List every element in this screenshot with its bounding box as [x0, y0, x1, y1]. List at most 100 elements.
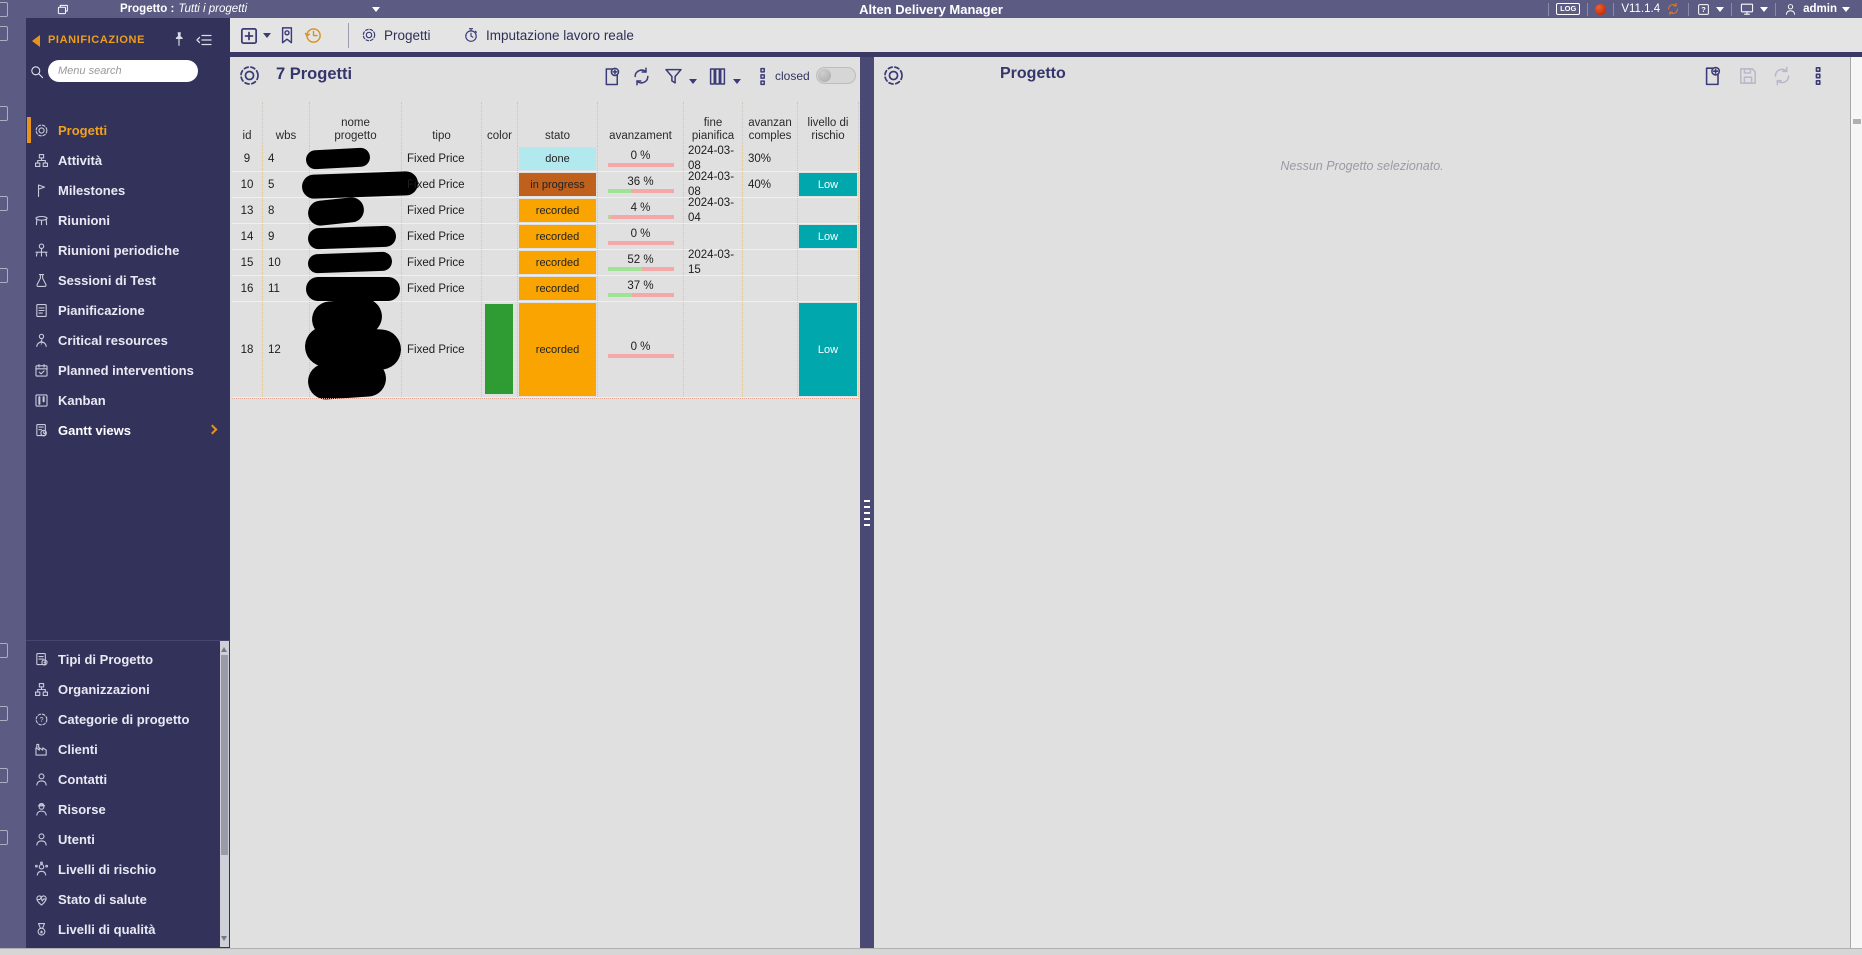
table-row[interactable]: 16 11 Fixed Price recorded 37 % — [232, 276, 859, 302]
cell-stato: done — [518, 146, 598, 171]
critical-resource-icon — [33, 332, 50, 349]
bookmark-icon[interactable] — [276, 24, 298, 46]
history-clock-icon[interactable] — [302, 24, 324, 46]
sidebar: PIANIFICAZIONE Progetti Attività Milesto… — [26, 18, 230, 948]
filter-caret-icon[interactable] — [689, 79, 697, 88]
new-window-icon[interactable] — [55, 0, 70, 18]
add-new-button[interactable] — [238, 25, 260, 47]
add-record-icon[interactable] — [1700, 64, 1724, 88]
closed-toggle[interactable] — [816, 67, 856, 84]
refresh-icon[interactable] — [1770, 64, 1794, 88]
sidebar-item-utenti[interactable]: Utenti — [26, 824, 230, 854]
add-record-icon[interactable] — [600, 65, 623, 88]
scroll-up-arrow[interactable] — [221, 644, 227, 652]
sidebar-item-livelli-di-rischio[interactable]: Livelli di rischio — [26, 854, 230, 884]
sidebar-item-categorie-di-progetto[interactable]: Categorie di progetto — [26, 704, 230, 734]
columns-caret-icon[interactable] — [733, 79, 741, 88]
sidebar-item-progetti[interactable]: Progetti — [26, 115, 230, 145]
cell-color — [482, 250, 518, 275]
menu-search-input[interactable] — [48, 60, 198, 82]
column-header-avanzamento[interactable]: avanzament — [598, 102, 684, 146]
column-header-avanzamento-complessivo[interactable]: avanzan comples — [743, 102, 798, 146]
cell-nome-progetto — [306, 196, 402, 227]
hierarchy-icon — [33, 152, 50, 169]
sidebar-item-risorse[interactable]: Risorse — [26, 794, 230, 824]
cell-fine-pianificata — [684, 302, 743, 397]
display-menu-button[interactable] — [1739, 1, 1769, 17]
cell-tipo: Fixed Price — [402, 146, 482, 171]
column-header-tipo[interactable]: tipo — [402, 102, 482, 146]
cell-stato: recorded — [518, 276, 598, 301]
cell-avanzamento: 36 % — [598, 172, 684, 197]
toolbar-divider — [348, 23, 349, 48]
project-scope-caret-icon[interactable] — [372, 0, 380, 18]
table-row[interactable]: 9 4 Fixed Price done 0 % 2024-03-08 30% — [232, 145, 859, 172]
vertical-scrollbar[interactable] — [1850, 57, 1862, 948]
sidebar-item-gantt-views[interactable]: Gantt views — [26, 415, 230, 445]
sidebar-item-attivita[interactable]: Attività — [26, 145, 230, 175]
scrollbar-thumb[interactable] — [1853, 119, 1861, 124]
sidebar-item-kanban[interactable]: Kanban — [26, 385, 230, 415]
column-header-fine-pianificata[interactable]: fine pianifica — [684, 102, 743, 146]
column-header-nome-progetto[interactable]: nome progetto — [310, 102, 402, 146]
detail-panel-title: Progetto — [1000, 65, 1066, 82]
separator — [1775, 2, 1777, 16]
column-header-color[interactable]: color — [482, 102, 518, 146]
column-header-id[interactable]: id — [232, 102, 263, 146]
help-button[interactable] — [1696, 2, 1725, 17]
cell-color — [482, 198, 518, 223]
main-toolbar: Progetti Imputazione lavoro reale — [230, 18, 1862, 52]
table-row[interactable]: 15 10 Fixed Price recorded 52 % 2024-03-… — [232, 249, 859, 276]
cell-avanzamento: 4 % — [598, 198, 684, 223]
cell-nome-progetto — [304, 297, 402, 401]
tab-progetti[interactable]: Progetti — [360, 18, 431, 52]
sidebar-item-planned-interventions[interactable]: Planned interventions — [26, 355, 230, 385]
sidebar-scrollbar[interactable] — [220, 641, 229, 947]
kebab-menu-icon[interactable] — [751, 65, 774, 88]
projects-panel-title: 7 Progetti — [276, 65, 353, 83]
save-icon[interactable] — [1736, 64, 1760, 88]
table-row[interactable]: 10 5 Fixed Price in progress 36 % 2024-0… — [232, 170, 859, 200]
contact-icon — [33, 771, 50, 788]
add-new-caret-icon[interactable] — [263, 33, 271, 42]
panel-splitter[interactable] — [860, 57, 874, 948]
pin-icon[interactable] — [170, 30, 188, 48]
refresh-icon[interactable] — [630, 65, 653, 88]
sidebar-item-riunioni-periodiche[interactable]: Riunioni periodiche — [26, 235, 230, 265]
cell-color — [482, 302, 518, 397]
column-header-livello-di-rischio[interactable]: livello di rischio — [798, 102, 859, 146]
sidebar-item-tipi-di-progetto[interactable]: Tipi di Progetto — [26, 644, 230, 674]
column-header-wbs[interactable]: wbs — [263, 102, 310, 146]
filter-icon[interactable] — [662, 65, 685, 88]
sidebar-item-sessioni-di-test[interactable]: Sessioni di Test — [26, 265, 230, 295]
sidebar-item-pianificazione[interactable]: Pianificazione — [26, 295, 230, 325]
doc-gear-icon — [33, 651, 50, 668]
kebab-menu-icon[interactable] — [1806, 64, 1830, 88]
columns-icon[interactable] — [706, 65, 729, 88]
cell-avanzamento-complessivo — [743, 250, 798, 275]
sidebar-item-livelli-di-qualita[interactable]: Livelli di qualità — [26, 914, 230, 944]
sidebar-item-milestones[interactable]: Milestones — [26, 175, 230, 205]
user-menu-button[interactable]: admin — [1783, 2, 1850, 17]
table-row[interactable]: 14 9 Fixed Price recorded 0 % Low — [232, 224, 859, 250]
collapse-back-icon[interactable] — [32, 35, 40, 47]
sidebar-item-critical-resources[interactable]: Critical resources — [26, 325, 230, 355]
sidebar-header: PIANIFICAZIONE — [26, 28, 230, 54]
sidebar-item-clienti[interactable]: Clienti — [26, 734, 230, 764]
sidebar-item-organizzazioni[interactable]: Organizzazioni — [26, 674, 230, 704]
sidebar-item-contatti[interactable]: Contatti — [26, 764, 230, 794]
splitter-grip[interactable] — [864, 500, 870, 530]
table-row[interactable]: 13 8 Fixed Price recorded 4 % 2024-03-04 — [232, 196, 859, 227]
collapse-menu-icon[interactable] — [194, 30, 214, 50]
log-icon[interactable]: LOG — [1556, 3, 1581, 15]
project-scope-selector[interactable]: Progetto : Tutti i progetti — [120, 0, 247, 18]
sync-spinner-icon — [1665, 1, 1681, 17]
cell-livello-di-rischio — [798, 276, 859, 301]
scrollbar-thumb[interactable] — [221, 655, 228, 855]
scroll-down-arrow[interactable] — [221, 936, 227, 944]
tab-imputazione-lavoro-reale[interactable]: Imputazione lavoro reale — [462, 18, 634, 52]
table-row[interactable]: 18 12 Fixed Price recorded 0 % Low — [232, 297, 859, 401]
column-header-stato[interactable]: stato — [518, 102, 598, 146]
sidebar-item-riunioni[interactable]: Riunioni — [26, 205, 230, 235]
sidebar-item-stato-di-salute[interactable]: Stato di salute — [26, 884, 230, 914]
